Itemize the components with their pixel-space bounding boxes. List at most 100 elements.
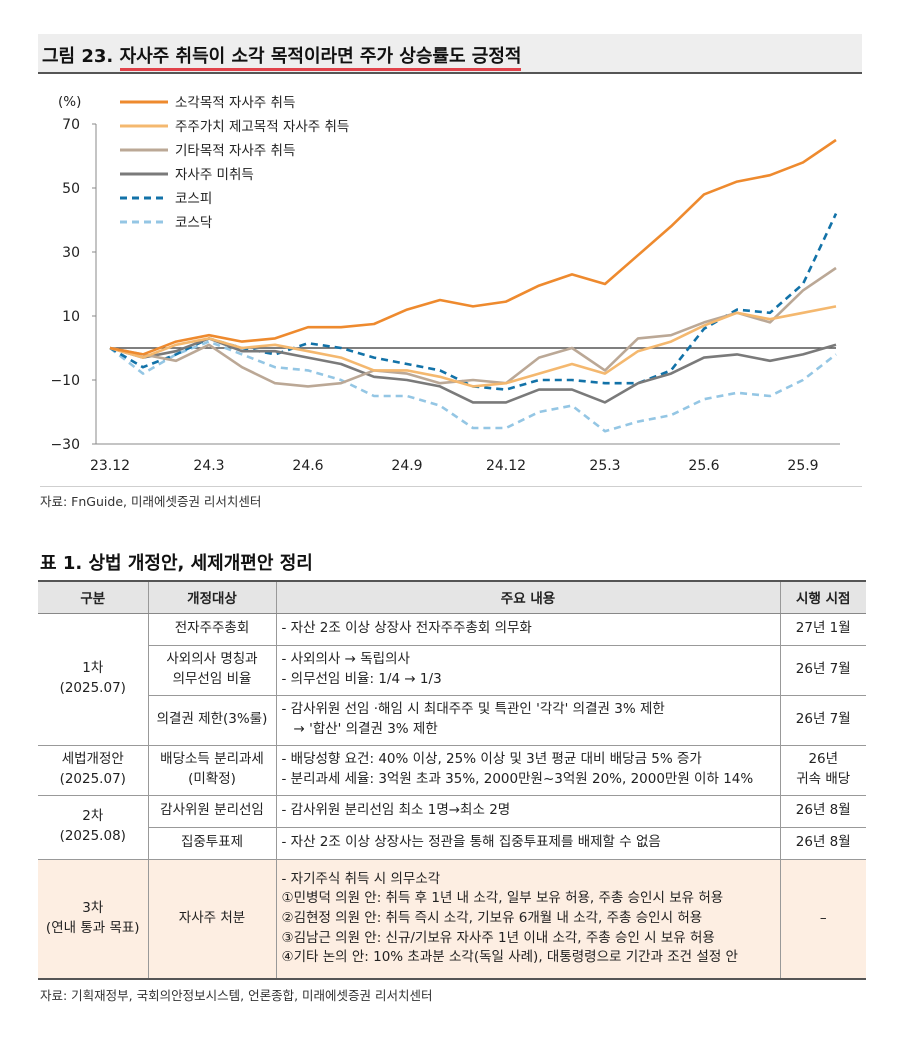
group-label: 2차 — [82, 808, 104, 825]
target-cell: 집중투표제 — [148, 826, 277, 860]
table-row: 세법개정안 (2025.07) 배당소득 분리과세 (미확정) - 배당성향 요… — [38, 744, 866, 796]
header-content: 주요 내용 — [275, 580, 781, 614]
header-date: 시행 시점 — [779, 580, 866, 614]
table-title: 표 1. 상법 개정안, 세제개편안 정리 — [40, 553, 313, 574]
figure-source: 자료: FnGuide, 미래에셋증권 리서치센터 — [40, 486, 862, 510]
date-line: 귀속 배당 — [796, 771, 851, 787]
x-tick-label: 25.9 — [787, 458, 818, 474]
series-line-4 — [109, 337, 837, 404]
series-line-3 — [109, 266, 837, 388]
table-header-row: 구분 개정대상 주요 내용 시행 시점 — [38, 580, 866, 614]
content-cell: - 배당성향 요건: 40% 이상, 25% 이상 및 3년 평균 대비 배당금… — [275, 744, 781, 796]
target-cell: 자사주 처분 — [147, 858, 277, 980]
figure-title-text: 자사주 취득이 소각 목적이라면 주가 상승률도 긍정적 — [119, 46, 522, 71]
date-cell: – — [779, 858, 866, 980]
figure-number: 그림 23. — [42, 46, 114, 67]
target-cell: 의결권 제한(3%룰) — [148, 694, 277, 746]
target-line: (미확정) — [188, 771, 236, 787]
header-category: 구분 — [38, 580, 149, 614]
legend-label: 기타목적 자사주 취득 — [175, 143, 295, 159]
group-label: 1차 — [82, 660, 104, 677]
reform-table: 구분 개정대상 주요 내용 시행 시점 1차 (2025.07) 전자주주총회 … — [38, 580, 866, 980]
figure-header: 그림 23. 자사주 취득이 소각 목적이라면 주가 상승률도 긍정적 — [38, 34, 862, 74]
content-line: - 사외의사 → 독립의사 — [281, 651, 410, 668]
table-row: 의결권 제한(3%룰) - 감사위원 선임 ·해임 시 최대주주 및 특관인 '… — [38, 694, 866, 746]
table-row: 3차 (연내 통과 목표) 자사주 처분 - 자기주식 취득 시 의무소각 ①민… — [38, 858, 866, 980]
table-row: 집중투표제 - 자산 2조 이상 상장사는 정관을 통해 집중투표제를 배제할 … — [38, 826, 866, 860]
content-cell: - 자산 2조 이상 상장사는 정관을 통해 집중투표제를 배제할 수 없음 — [275, 826, 781, 860]
y-tick-label: 50 — [62, 181, 80, 197]
group-date: (2025.07) — [59, 771, 126, 787]
content-line: ③김남근 의원 안: 신규/기보유 자사주 1년 이내 소각, 주총 승인 시 … — [281, 929, 715, 946]
group-label: 3차 — [82, 900, 104, 917]
date-line: 26년 — [808, 751, 839, 768]
group-cell: 2차 (2025.08) — [38, 794, 149, 860]
x-tick-label: 24.12 — [486, 458, 526, 474]
table-row: 1차 (2025.07) 전자주주총회 - 자산 2조 이상 상장사 전자주주총… — [38, 612, 866, 746]
y-tick-label: 70 — [62, 117, 80, 133]
target-cell: 감사위원 분리선임 — [147, 794, 277, 828]
table-row: 2차 (2025.08) 감사위원 분리선임 - 감사위원 분리선임 최소 1명… — [38, 794, 866, 860]
date-cell: 27년 1월 — [779, 612, 866, 646]
series-line-6 — [109, 340, 837, 433]
header-target: 개정대상 — [147, 580, 277, 614]
y-axis-unit: (%) — [58, 94, 81, 110]
content-cell: - 감사위원 선임 ·해임 시 최대주주 및 특관인 '각각' 의결권 3% 제… — [275, 694, 781, 746]
content-line: - 의무선임 비율: 1/4 → 1/3 — [281, 671, 442, 687]
legend-label: 소각목적 자사주 취득 — [175, 95, 295, 111]
legend-label: 코스닥 — [175, 215, 212, 231]
date-cell: 26년 7월 — [779, 644, 866, 696]
date-cell: 26년 8월 — [779, 794, 866, 828]
content-line: - 자산 2조 이상 상장사는 정관을 통해 집중투표제를 배제할 수 없음 — [281, 834, 661, 851]
x-tick-label: 23.12 — [90, 458, 130, 474]
target-cell: 배당소득 분리과세 (미확정) — [147, 744, 277, 796]
date-cell: 26년 귀속 배당 — [779, 744, 866, 796]
date-cell: 26년 7월 — [779, 694, 866, 746]
table-row: 사외의사 명칭과 의무선임 비율 - 사외의사 → 독립의사 - 의무선임 비율… — [38, 644, 866, 696]
x-tick-label: 25.3 — [589, 458, 620, 474]
content-cell: - 자기주식 취득 시 의무소각 ①민병덕 의원 안: 취득 후 1년 내 소각… — [275, 858, 781, 980]
content-line: ②김현정 의원 안: 취득 즉시 소각, 기보유 6개월 내 소각, 주총 승인… — [281, 909, 703, 926]
legend-label: 자사주 미취득 — [175, 167, 254, 183]
target-line: 사외의사 명칭과 — [166, 651, 258, 668]
content-cell: - 사외의사 → 독립의사 - 의무선임 비율: 1/4 → 1/3 — [275, 644, 781, 696]
x-tick-label: 24.9 — [391, 458, 422, 474]
group-cell: 세법개정안 (2025.07) — [38, 744, 149, 796]
content-cell: - 감사위원 분리선임 최소 1명→최소 2명 — [275, 794, 781, 828]
x-tick-label: 25.6 — [688, 458, 719, 474]
content-line: ①민병덕 의원 안: 취득 후 1년 내 소각, 일부 보유 허용, 주총 승인… — [281, 890, 724, 907]
x-tick-label: 24.3 — [193, 458, 224, 474]
content-line: - 배당성향 요건: 40% 이상, 25% 이상 및 3년 평균 대비 배당금… — [281, 751, 702, 768]
content-line: - 분리과세 세율: 3억원 초과 35%, 2000만원~3억원 20%, 2… — [281, 771, 754, 787]
line-chart: 70 50 30 10 −10 −30 (%) 23.12 24.3 24.6 24.9 24.12 2… — [50, 94, 840, 474]
group-date: (연내 통과 목표) — [45, 919, 140, 936]
target-line: 의무선임 비율 — [172, 671, 252, 687]
group-date: (2025.07) — [59, 680, 126, 696]
group-label: 세법개정안 — [61, 751, 124, 768]
series-line-1 — [109, 138, 837, 356]
target-cell: 전자주주총회 — [147, 612, 277, 646]
date-cell: 26년 8월 — [779, 826, 866, 860]
y-tick-label: 30 — [62, 245, 80, 261]
y-tick-label: −10 — [50, 373, 80, 389]
target-line: 배당소득 분리과세 — [160, 751, 264, 768]
series-line-2 — [109, 305, 837, 388]
content-line: - 자기주식 취득 시 의무소각 — [281, 870, 441, 887]
group-date: (2025.08) — [59, 828, 126, 844]
series-line-5 — [109, 213, 838, 391]
legend-label: 주주가치 제고목적 자사주 취득 — [175, 119, 349, 135]
content-cell: - 자산 2조 이상 상장사 전자주주총회 의무화 — [275, 612, 781, 646]
content-line: - 감사위원 선임 ·해임 시 최대주주 및 특관인 '각각' 의결권 3% 제… — [281, 701, 665, 718]
content-line: - 감사위원 분리선임 최소 1명→최소 2명 — [281, 802, 511, 819]
y-tick-label: 10 — [62, 309, 80, 325]
group-cell: 3차 (연내 통과 목표) — [38, 858, 149, 980]
target-cell: 사외의사 명칭과 의무선임 비율 — [148, 644, 277, 696]
content-line: - 자산 2조 이상 상장사 전자주주총회 의무화 — [281, 620, 532, 637]
group-cell: 1차 (2025.07) — [38, 612, 149, 746]
y-tick-label: −30 — [50, 437, 80, 453]
content-line: → '합산' 의결권 3% 제한 — [293, 721, 438, 737]
figure-title: 그림 23. 자사주 취득이 소각 목적이라면 주가 상승률도 긍정적 — [42, 42, 522, 71]
legend-label: 코스피 — [175, 191, 212, 207]
x-tick-label: 24.6 — [292, 458, 323, 474]
table-source: 자료: 기획재정부, 국회의안정보시스템, 언론종합, 미래에셋증권 리서치센터 — [40, 988, 433, 1003]
